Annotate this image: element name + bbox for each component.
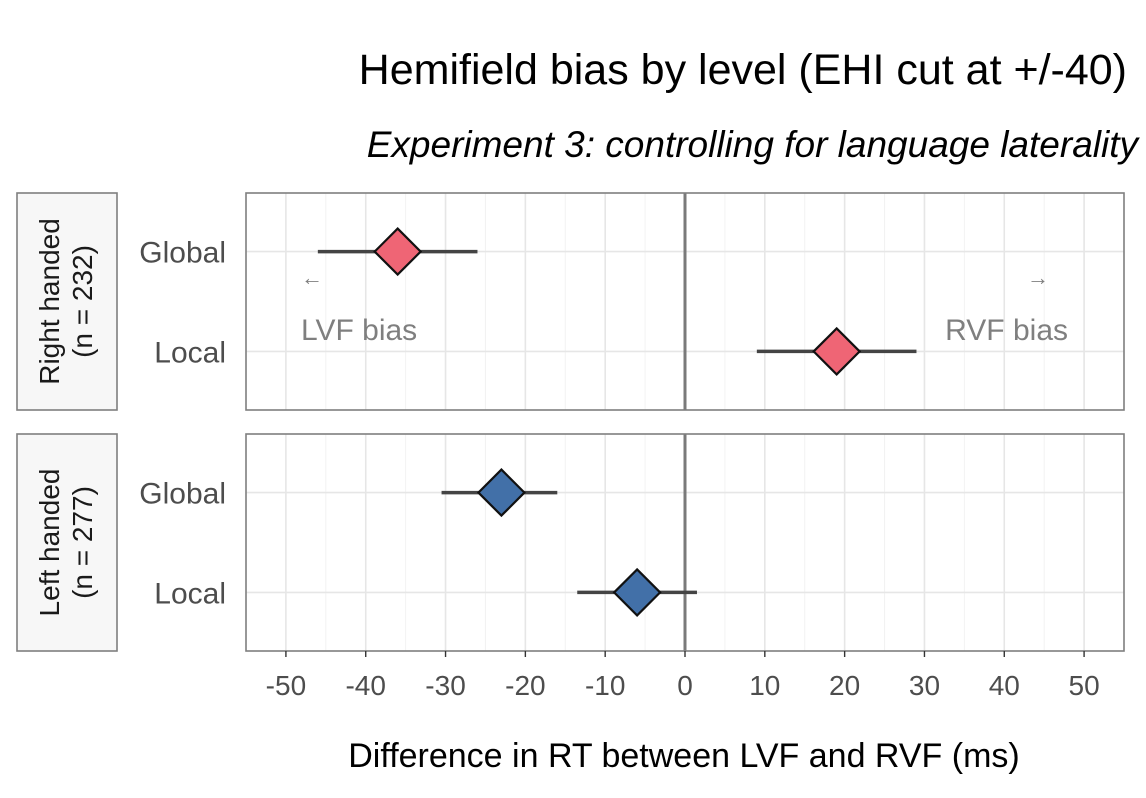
point-diamond bbox=[373, 227, 423, 277]
category-label-global: Global bbox=[139, 478, 226, 511]
x-tick-label: 50 bbox=[1069, 670, 1100, 701]
facet-strip bbox=[16, 192, 118, 411]
category-label-global: Global bbox=[139, 237, 226, 270]
point-diamond bbox=[476, 468, 526, 518]
x-axis: -50 -40 -30 -20 -10 0 10 20 30 40 50 bbox=[266, 651, 1100, 701]
category-label-local: Local bbox=[154, 336, 226, 369]
panel-border bbox=[245, 192, 1125, 411]
x-tick-label: 10 bbox=[749, 670, 780, 701]
panels: Right handed (n = 232) Global Local ← LVF bia… bbox=[16, 192, 1125, 652]
x-tick-label: -50 bbox=[266, 670, 306, 701]
point-diamond bbox=[812, 326, 862, 376]
x-tick-label: 40 bbox=[989, 670, 1020, 701]
x-tick-label: -40 bbox=[345, 670, 385, 701]
x-tick-label: 30 bbox=[909, 670, 940, 701]
chart-subtitle: Experiment 3: controlling for language l… bbox=[367, 124, 1141, 165]
facet-strip-label-line1: Left handed bbox=[34, 469, 65, 617]
x-tick-label: 20 bbox=[829, 670, 860, 701]
x-tick-label: -10 bbox=[585, 670, 625, 701]
x-tick-label: -30 bbox=[425, 670, 465, 701]
facet-strip bbox=[16, 433, 118, 652]
x-tick-label: -20 bbox=[505, 670, 545, 701]
right-arrow-icon: → bbox=[1027, 265, 1049, 290]
point-diamond bbox=[612, 567, 662, 617]
left-arrow-icon: ← bbox=[301, 265, 323, 290]
x-axis-label: Difference in RT between LVF and RVF (ms… bbox=[348, 737, 1019, 775]
panel-1: Right handed (n = 232) Global Local ← LVF bia… bbox=[16, 192, 1125, 411]
lvf-bias-label: LVF bias bbox=[301, 314, 417, 347]
category-label-local: Local bbox=[154, 577, 226, 610]
facet-strip-label-line2: (n = 277) bbox=[67, 486, 98, 599]
x-tick-label: 0 bbox=[677, 670, 693, 701]
panel-2: Left handed (n = 277) Global Local bbox=[16, 433, 1125, 652]
facet-strip-label-line2: (n = 232) bbox=[67, 245, 98, 358]
facet-strip-label-line1: Right handed bbox=[34, 218, 65, 385]
chart-title: Hemifield bias by level (EHI cut at +/-4… bbox=[359, 46, 1127, 94]
rvf-bias-label: RVF bias bbox=[945, 314, 1068, 347]
